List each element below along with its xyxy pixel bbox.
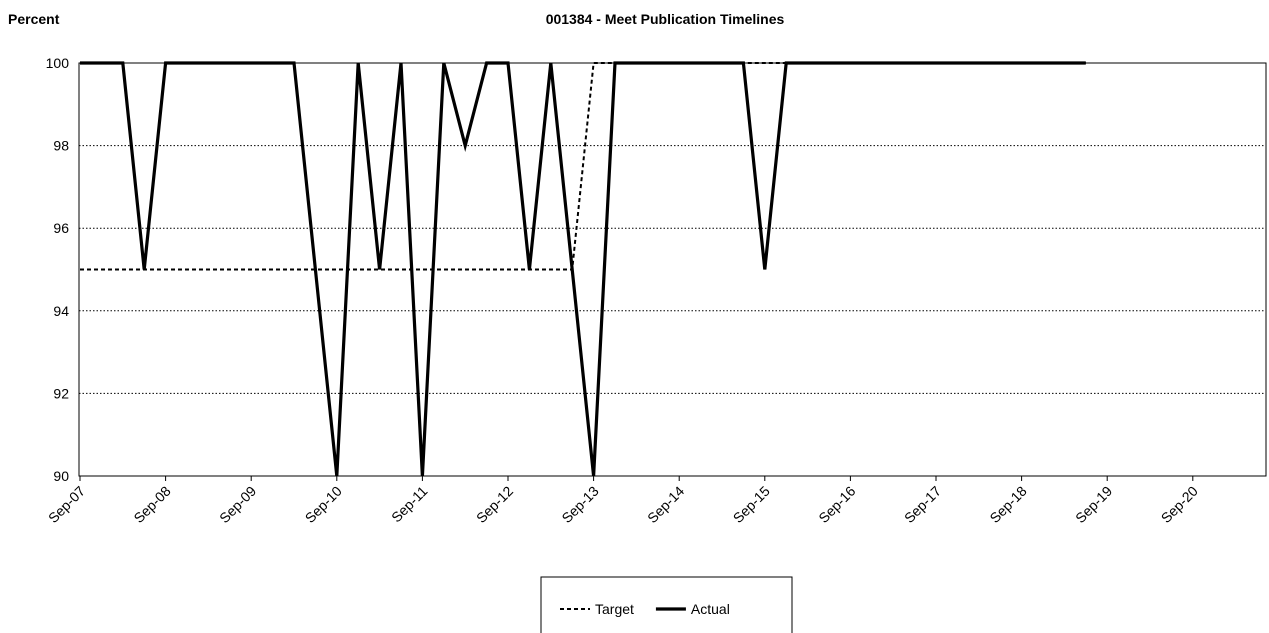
y-axis-label: Percent (8, 11, 60, 27)
y-tick-label: 92 (53, 385, 69, 401)
y-tick-label: 94 (53, 303, 69, 319)
series-line (80, 61, 1086, 477)
x-tick-label: Sep-14 (644, 483, 687, 526)
series-line (80, 62, 1086, 271)
x-tick-label: Sep-16 (815, 483, 858, 526)
x-tick-label: Sep-18 (986, 483, 1029, 526)
y-tick-label: 96 (53, 220, 69, 236)
x-tick-label: Sep-13 (558, 483, 601, 526)
x-tick-label: Sep-15 (730, 483, 773, 526)
x-tick-label: Sep-09 (216, 483, 259, 526)
x-tick-label: Sep-19 (1072, 483, 1115, 526)
x-tick-label: Sep-17 (901, 483, 944, 526)
chart-title: 001384 - Meet Publication Timelines (546, 11, 785, 27)
legend: Target Actual (540, 576, 793, 633)
y-tick-label: 100 (46, 55, 70, 71)
x-tick-label: Sep-10 (302, 483, 345, 526)
x-tick-label: Sep-07 (45, 483, 88, 526)
y-tick-label: 98 (53, 138, 69, 154)
x-tick-label: Sep-11 (388, 483, 431, 526)
x-tick-label: Sep-12 (473, 483, 516, 526)
x-tick-label: Sep-20 (1158, 483, 1201, 526)
legend-label: Actual (691, 601, 730, 617)
x-tick-label: Sep-08 (130, 483, 173, 526)
y-tick-label: 90 (53, 468, 69, 484)
legend-box (540, 576, 793, 633)
legend-label: Target (595, 601, 634, 617)
